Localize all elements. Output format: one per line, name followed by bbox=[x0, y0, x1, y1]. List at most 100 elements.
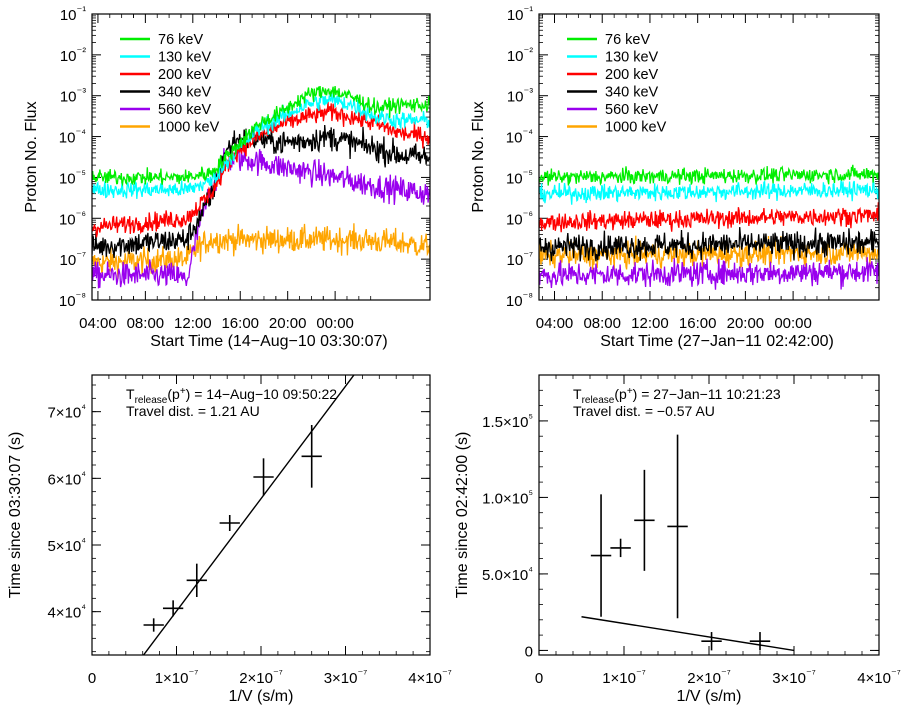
x-tick-label: 08:00 bbox=[127, 315, 165, 332]
travel-distance-annotation: Travel dist. = 1.21 AU bbox=[126, 403, 260, 419]
x-tick-label: 0 bbox=[88, 670, 96, 687]
series-line-340-kev bbox=[539, 227, 879, 262]
x-tick-label: 0 bbox=[535, 670, 543, 687]
data-point bbox=[590, 494, 612, 617]
data-point bbox=[253, 458, 274, 496]
y-tick-label: 1.0×10⁵ bbox=[482, 488, 533, 507]
x-tick-label: 08:00 bbox=[583, 315, 621, 332]
series-line-76-kev bbox=[539, 164, 879, 186]
legend-label: 340 keV bbox=[605, 85, 659, 101]
y-tick-label: 10⁻³ bbox=[60, 87, 86, 106]
y-tick-label: 10⁻¹ bbox=[60, 5, 86, 24]
y-tick-label: 10⁻⁵ bbox=[506, 168, 533, 187]
y-tick-label: 5×10⁴ bbox=[47, 536, 86, 555]
x-axis-title: Start Time (27−Jan−11 02:42:00) bbox=[600, 333, 834, 350]
y-tick-label: 10⁻⁴ bbox=[59, 128, 86, 147]
series-line-76-kev bbox=[92, 85, 430, 187]
x-tick-label: 3×10⁻⁷ bbox=[324, 668, 368, 687]
x-tick-label: 4×10⁻⁷ bbox=[857, 668, 901, 687]
x-tick-label: 12:00 bbox=[174, 315, 212, 332]
series-line-560-kev bbox=[92, 147, 430, 289]
flux-panel-jan: 10⁻¹ 10⁻² 10⁻³ 10⁻⁴ 10⁻⁵ 10⁻⁶ 10⁻⁷ 10⁻⁸04:00 08:… bbox=[470, 5, 880, 350]
y-tick-label: 10⁻⁴ bbox=[506, 128, 533, 147]
legend-label: 560 keV bbox=[605, 102, 659, 118]
y-axis-title: Proton No. Flux bbox=[23, 101, 40, 212]
x-tick-label: 00:00 bbox=[774, 315, 812, 332]
x-tick-label: 00:00 bbox=[316, 315, 354, 332]
flux-panel-aug: 10⁻¹ 10⁻² 10⁻³ 10⁻⁴ 10⁻⁵ 10⁻⁶ 10⁻⁷ 10⁻⁸ 04:00 08:… bbox=[23, 5, 431, 350]
legend-label: 1000 keV bbox=[158, 120, 220, 136]
x-tick-label: 16:00 bbox=[221, 315, 259, 332]
x-tick-label: 4×10⁻⁷ bbox=[408, 668, 452, 687]
legend-label: 130 keV bbox=[158, 50, 212, 66]
legend-label: 200 keV bbox=[158, 67, 212, 83]
y-tick-label: 10⁻² bbox=[507, 46, 533, 65]
x-tick-label: 2×10⁻⁷ bbox=[239, 668, 283, 687]
legend-label: 340 keV bbox=[158, 85, 212, 101]
release-panel-aug: 0 1×10⁻⁷ 2×10⁻⁷ 3×10⁻⁷ 4×10⁻⁷ 4×10⁴ 5×10⁴ 6×10⁴… bbox=[7, 374, 452, 705]
x-tick-label: 3×10⁻⁷ bbox=[772, 668, 816, 687]
y-tick-label: 6×10⁴ bbox=[47, 469, 86, 488]
data-point bbox=[610, 538, 631, 558]
y-tick-label: 10⁻⁷ bbox=[60, 250, 86, 269]
y-tick-label: 10⁻³ bbox=[507, 87, 533, 106]
legend-label: 76 keV bbox=[605, 32, 650, 48]
x-tick-label: 04:00 bbox=[79, 315, 117, 332]
data-point bbox=[701, 632, 722, 651]
plot-frame bbox=[538, 374, 880, 656]
y-tick-label: 10⁻⁶ bbox=[59, 209, 86, 228]
fit-line bbox=[581, 616, 795, 652]
legend-label: 1000 keV bbox=[605, 120, 667, 136]
data-point bbox=[301, 425, 322, 488]
x-axis-title: Start Time (14−Aug−10 03:30:07) bbox=[150, 333, 387, 350]
y-tick-label: 10⁻⁸ bbox=[59, 291, 86, 310]
legend-label: 200 keV bbox=[605, 67, 659, 83]
series-line-1000-kev bbox=[92, 223, 430, 279]
x-tick-label: 1×10⁻⁷ bbox=[155, 668, 199, 687]
y-tick-label: 10⁻⁷ bbox=[507, 250, 533, 269]
release-time-annotation: Trelease(p+) = 14−Aug−10 09:50:22 bbox=[126, 386, 337, 406]
series-line-130-kev bbox=[539, 178, 879, 205]
series-line-560-kev bbox=[539, 257, 879, 290]
x-tick-label: 12:00 bbox=[631, 315, 669, 332]
series-line-340-kev bbox=[92, 124, 430, 259]
x-tick-label: 16:00 bbox=[679, 315, 717, 332]
data-point bbox=[219, 515, 240, 531]
y-tick-label: 0 bbox=[525, 643, 533, 660]
y-tick-label: 1.5×10⁵ bbox=[482, 412, 533, 431]
data-point bbox=[667, 434, 688, 619]
data-point bbox=[186, 563, 207, 597]
series-line-200-kev bbox=[92, 101, 430, 238]
series-line-200-kev bbox=[539, 202, 879, 233]
x-axis-title: 1/V (s/m) bbox=[229, 688, 294, 705]
data-point bbox=[162, 600, 184, 617]
y-tick-label: 10⁻² bbox=[60, 46, 86, 65]
y-tick-label: 5.0×10⁴ bbox=[482, 565, 533, 584]
data-point bbox=[634, 469, 655, 571]
y-tick-label: 10⁻⁵ bbox=[59, 168, 86, 187]
legend-label: 560 keV bbox=[158, 102, 212, 118]
release-panel-jan: 0 1×10⁻⁷ 2×10⁻⁷ 3×10⁻⁷ 4×10⁻⁷ 0 5.0×10⁴ 1.0×10⁵… bbox=[454, 374, 901, 705]
data-point bbox=[749, 632, 771, 651]
x-tick-label: 20:00 bbox=[727, 315, 765, 332]
y-tick-label: 4×10⁴ bbox=[47, 603, 86, 622]
plot-frame bbox=[91, 374, 431, 656]
y-tick-label: 10⁻⁶ bbox=[506, 209, 533, 228]
y-axis-title: Time since 02:42:00 (s) bbox=[454, 432, 471, 599]
x-tick-label: 1×10⁻⁷ bbox=[602, 668, 646, 687]
data-point bbox=[143, 618, 164, 632]
y-axis-title: Time since 03:30:07 (s) bbox=[7, 432, 24, 599]
release-time-annotation: Trelease(p+) = 27−Jan−11 10:21:23 bbox=[573, 386, 781, 406]
x-axis-title: 1/V (s/m) bbox=[677, 688, 742, 705]
plot-frame bbox=[91, 13, 431, 301]
x-tick-label: 04:00 bbox=[536, 315, 574, 332]
y-axis-title: Proton No. Flux bbox=[470, 101, 487, 212]
travel-distance-annotation: Travel dist. = −0.57 AU bbox=[573, 403, 715, 419]
plot-frame bbox=[538, 13, 880, 301]
legend-label: 76 keV bbox=[158, 32, 203, 48]
legend-label: 130 keV bbox=[605, 50, 659, 66]
x-tick-label: 20:00 bbox=[269, 315, 307, 332]
y-tick-label: 10⁻¹ bbox=[507, 5, 533, 24]
y-tick-label: 7×10⁴ bbox=[47, 403, 86, 422]
